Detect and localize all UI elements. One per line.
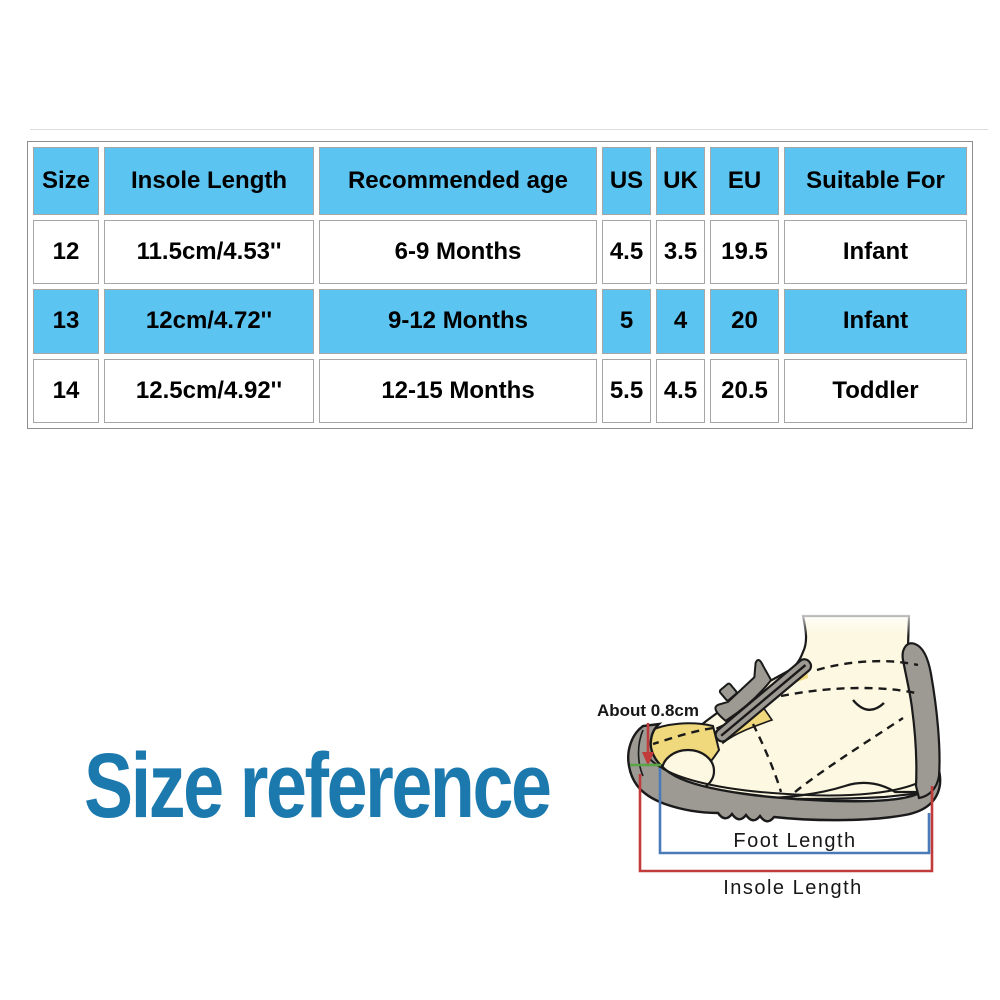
cell-uk: 4 bbox=[656, 289, 705, 354]
cell-insole-length: 11.5cm/4.53'' bbox=[104, 220, 314, 285]
foot-length-label: Foot Length bbox=[733, 830, 856, 852]
column-header-recommended-age: Recommended age bbox=[319, 147, 597, 215]
column-header-insole-length: Insole Length bbox=[104, 147, 314, 215]
column-header-suitable-for: Suitable For bbox=[784, 147, 967, 215]
foot-length-annotation: Foot Length bbox=[658, 768, 931, 855]
cell-eu: 20 bbox=[710, 289, 779, 354]
foot-contour-dashed-lines bbox=[652, 659, 919, 793]
cell-recommended-age: 9-12 Months bbox=[319, 289, 597, 354]
column-header-uk: UK bbox=[656, 147, 705, 215]
cell-us: 5.5 bbox=[602, 358, 651, 423]
shoe-strap-shape bbox=[714, 658, 813, 743]
shoe-heel-counter-shape bbox=[901, 642, 941, 800]
table-row: 13 12cm/4.72'' 9-12 Months 5 4 20 Infant bbox=[33, 289, 967, 354]
size-reference-heading: Size reference bbox=[84, 735, 552, 837]
cell-recommended-age: 12-15 Months bbox=[319, 358, 597, 423]
toe-gap-annotation: About 0.8cm bbox=[597, 701, 699, 767]
table-row: 12 11.5cm/4.53'' 6-9 Months 4.5 3.5 19.5… bbox=[33, 220, 967, 285]
shoe-sole-shape bbox=[627, 722, 942, 823]
foot-measurement-diagram: About 0.8cm Foot Length Insole Length bbox=[597, 608, 942, 899]
column-header-us: US bbox=[602, 147, 651, 215]
toe-gap-arrowhead bbox=[642, 752, 654, 766]
cell-size: 12 bbox=[33, 220, 99, 285]
insole-length-bracket bbox=[638, 774, 934, 873]
cell-insole-length: 12cm/4.72'' bbox=[104, 289, 314, 354]
size-chart-table: Size Insole Length Recommended age US UK… bbox=[27, 141, 973, 429]
cell-suitable-for: Infant bbox=[784, 289, 967, 354]
cell-suitable-for: Toddler bbox=[784, 358, 967, 423]
column-header-size: Size bbox=[33, 147, 99, 215]
table-header-row: Size Insole Length Recommended age US UK… bbox=[33, 147, 967, 215]
toe-gap-label: About 0.8cm bbox=[597, 701, 699, 720]
cell-eu: 19.5 bbox=[710, 220, 779, 285]
cell-us: 5 bbox=[602, 289, 651, 354]
cell-us: 4.5 bbox=[602, 220, 651, 285]
cell-size: 13 bbox=[33, 289, 99, 354]
column-header-eu: EU bbox=[710, 147, 779, 215]
ankle-smile-curve bbox=[852, 699, 885, 711]
cell-uk: 3.5 bbox=[656, 220, 705, 285]
cell-size: 14 bbox=[33, 358, 99, 423]
cell-uk: 4.5 bbox=[656, 358, 705, 423]
insole-length-label: Insole Length bbox=[723, 877, 863, 899]
cell-eu: 20.5 bbox=[710, 358, 779, 423]
foot-length-bracket bbox=[658, 768, 931, 855]
leg-fade-overlay bbox=[783, 608, 933, 636]
cell-insole-length: 12.5cm/4.92'' bbox=[104, 358, 314, 423]
insole-length-annotation: Insole Length bbox=[638, 774, 934, 899]
cell-suitable-for: Infant bbox=[784, 220, 967, 285]
divider-line bbox=[30, 129, 988, 130]
cell-recommended-age: 6-9 Months bbox=[319, 220, 597, 285]
table-row: 14 12.5cm/4.92'' 12-15 Months 5.5 4.5 20… bbox=[33, 358, 967, 423]
